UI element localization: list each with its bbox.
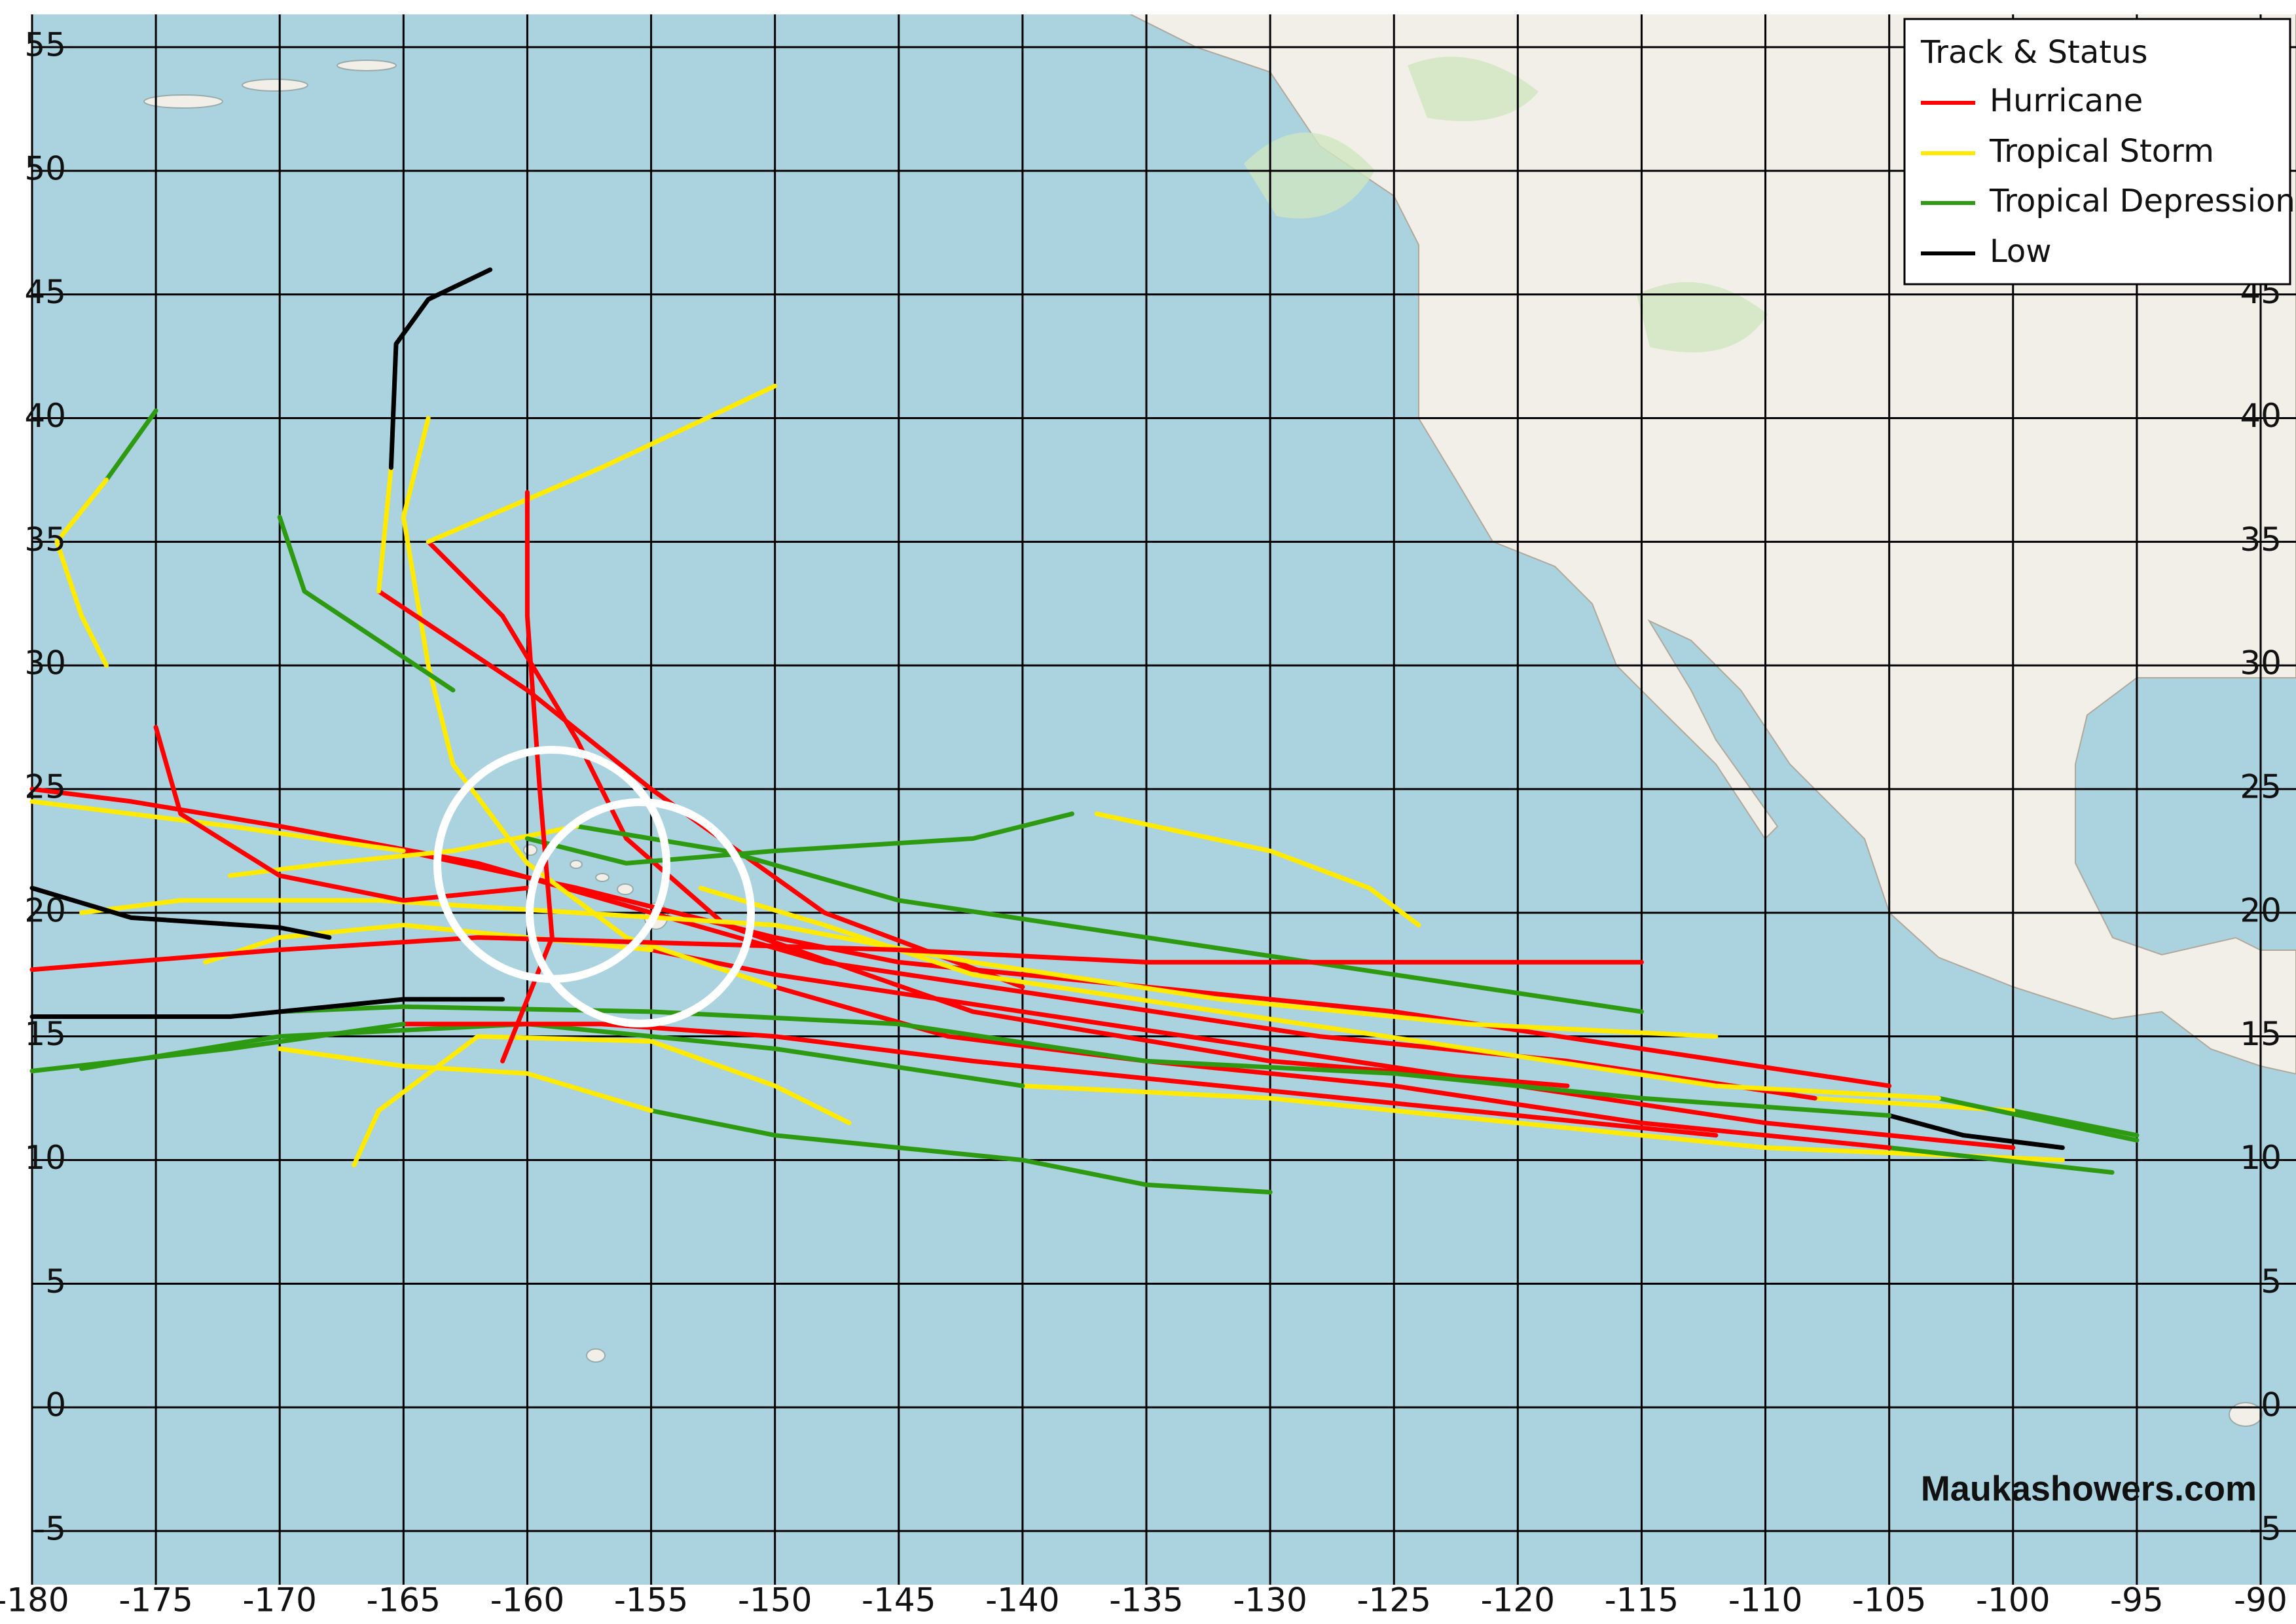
storm-track bbox=[401, 1022, 1719, 1138]
y-tick-label: 25 bbox=[24, 768, 66, 806]
y-tick-label: 30 bbox=[2240, 644, 2282, 682]
y-tick-label: 20 bbox=[2240, 891, 2282, 929]
x-tick-label: -90 bbox=[2234, 1581, 2287, 1619]
x-tick-label: -130 bbox=[1233, 1581, 1307, 1619]
y-tick-label: 50 bbox=[24, 149, 66, 187]
x-tick-label: -115 bbox=[1605, 1581, 1679, 1619]
y-tick-label: 0 bbox=[2261, 1386, 2282, 1424]
storm-track bbox=[29, 935, 1644, 972]
x-tick-label: -95 bbox=[2110, 1581, 2164, 1619]
y-tick-label: 10 bbox=[24, 1139, 66, 1177]
y-tick-label: 20 bbox=[24, 891, 66, 929]
grid bbox=[31, 14, 2296, 1585]
y-tick-label: 10 bbox=[2240, 1139, 2282, 1177]
x-tick-label: -155 bbox=[614, 1581, 688, 1619]
storm-track bbox=[29, 786, 1817, 1101]
x-tick-label: -165 bbox=[367, 1581, 441, 1619]
storm-track bbox=[1936, 1096, 2140, 1143]
y-tick-label: 40 bbox=[24, 397, 66, 435]
storm-track bbox=[1887, 1145, 2115, 1175]
x-tick-label: -160 bbox=[490, 1581, 564, 1619]
storm-track bbox=[1020, 1083, 2065, 1162]
storm-track bbox=[376, 465, 393, 594]
tracks bbox=[29, 267, 2140, 1195]
storm-track bbox=[698, 885, 1941, 1101]
storm-track bbox=[649, 948, 2016, 1151]
vegetation bbox=[1244, 56, 1768, 353]
y-tick-label: 5 bbox=[2261, 1263, 2282, 1301]
storm-track bbox=[29, 885, 332, 940]
storm-track bbox=[524, 811, 1074, 866]
x-tick-label: -125 bbox=[1357, 1581, 1430, 1619]
storm-track bbox=[54, 477, 109, 668]
storm-track bbox=[277, 1046, 654, 1113]
legend: Track & Status Hurricane Tropical Storm Tr… bbox=[1903, 18, 2295, 286]
y-tick-label: 5 bbox=[45, 1263, 66, 1301]
x-tick-label: -105 bbox=[1852, 1581, 1926, 1619]
storm-track bbox=[649, 1108, 1273, 1195]
storm-track bbox=[401, 848, 1892, 1088]
storm-track bbox=[277, 1004, 1892, 1118]
highlight-circle bbox=[433, 746, 755, 1027]
storm-track bbox=[388, 267, 493, 470]
storm-track bbox=[1094, 811, 1421, 928]
x-tick-label: -170 bbox=[242, 1581, 316, 1619]
x-tick-label: -100 bbox=[1976, 1581, 2050, 1619]
x-tick-label: -150 bbox=[738, 1581, 812, 1619]
storm-track bbox=[277, 515, 456, 693]
y-tick-label: 40 bbox=[2240, 397, 2282, 435]
x-tick-label: -140 bbox=[985, 1581, 1059, 1619]
x-tick-label: -180 bbox=[0, 1581, 69, 1619]
storm-track bbox=[426, 383, 778, 544]
legend-label: Low bbox=[1990, 233, 2052, 270]
storm-track bbox=[79, 898, 1719, 1039]
y-tick-label: -5 bbox=[33, 1510, 66, 1548]
highlight-ring bbox=[526, 798, 755, 1027]
x-tick-label: -110 bbox=[1728, 1581, 1802, 1619]
storm-track bbox=[29, 1022, 406, 1073]
tick-labels: -180 -175 -170 -165 -160 -155 -150 -145 -140 -135… bbox=[0, 26, 2287, 1619]
storm-track bbox=[401, 416, 778, 989]
x-tick-label: -145 bbox=[862, 1581, 936, 1619]
storm-track bbox=[352, 1034, 852, 1168]
x-tick-label: -120 bbox=[1481, 1581, 1555, 1619]
y-tick-label: 0 bbox=[45, 1386, 66, 1424]
storm-track bbox=[2011, 1108, 2140, 1138]
x-tick-label: -135 bbox=[1109, 1581, 1183, 1619]
y-tick-label: 35 bbox=[2240, 521, 2282, 559]
y-tick-label: 15 bbox=[24, 1015, 66, 1053]
legend-label: Hurricane bbox=[1990, 83, 2143, 119]
storm-track bbox=[574, 824, 1644, 1014]
storm-track bbox=[29, 799, 406, 853]
y-tick-label: 35 bbox=[24, 521, 66, 559]
storm-track bbox=[1887, 1113, 2065, 1151]
legend-title: Track & Status bbox=[1920, 34, 2148, 71]
storm-track bbox=[426, 539, 1570, 1088]
legend-entries: Hurricane Tropical Storm Tropical Depressi… bbox=[1921, 83, 2295, 270]
storm-track bbox=[104, 408, 158, 483]
storm-track bbox=[228, 824, 579, 878]
y-tick-label: -5 bbox=[2249, 1510, 2282, 1548]
y-tick-label: 30 bbox=[24, 644, 66, 682]
credit: Maukashowers.com bbox=[1921, 1469, 2257, 1508]
legend-label: Tropical Storm bbox=[1989, 133, 2214, 170]
storm-track bbox=[29, 997, 505, 1019]
y-tick-label: 45 bbox=[24, 273, 66, 311]
y-tick-label: 15 bbox=[2240, 1015, 2282, 1053]
storm-track bbox=[376, 589, 1025, 989]
y-tick-label: 25 bbox=[2240, 768, 2282, 806]
islands bbox=[143, 60, 2263, 1427]
x-tick-label: -175 bbox=[118, 1581, 192, 1619]
legend-label: Tropical Depression bbox=[1989, 183, 2295, 219]
y-tick-label: 55 bbox=[24, 26, 66, 64]
